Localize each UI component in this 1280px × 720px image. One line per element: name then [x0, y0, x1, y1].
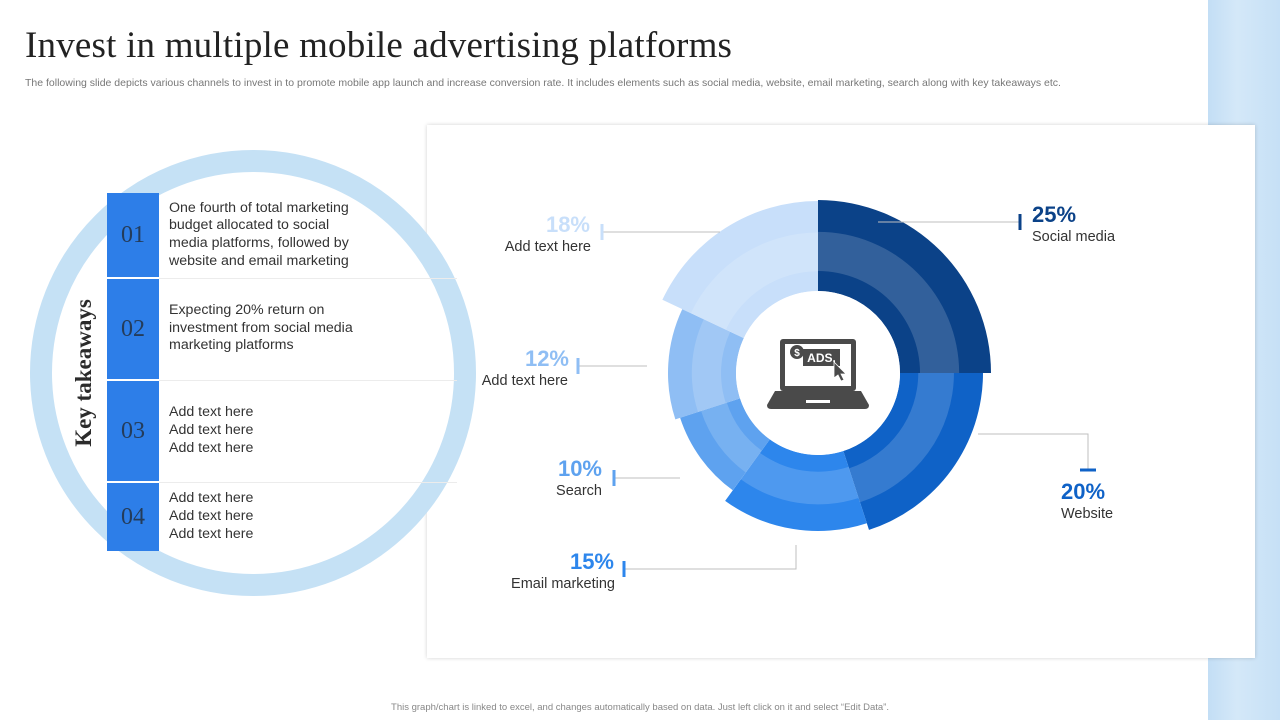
takeaway-line: Add text here [169, 525, 254, 542]
ads-text: ADS. [807, 351, 836, 365]
takeaway-line: Add text here [169, 490, 254, 507]
takeaway-text: Expecting 20% return on investment from … [169, 279, 457, 379]
takeaway-line: One fourth of total marketing [169, 199, 349, 216]
takeaway-row-4: 04 Add text here Add text here Add text … [107, 483, 457, 551]
segment-value-label: 10% [557, 456, 602, 481]
takeaway-number: 03 [107, 381, 159, 481]
segment-value-label: 15% [569, 549, 614, 574]
donut-segment-band [691, 319, 731, 412]
donut-segment [662, 201, 818, 339]
takeaway-line: Expecting 20% return on [169, 302, 325, 318]
segment-value-label: 18% [545, 212, 590, 237]
takeaway-line: media platforms, followed by [169, 235, 349, 251]
donut-segment [668, 309, 744, 420]
segment-category-label: Social media [1032, 229, 1116, 245]
takeaway-text: Add text here Add text here Add text her… [169, 483, 457, 551]
takeaway-row-2: 02 Expecting 20% return on investment fr… [107, 279, 457, 379]
segment-category-label: Add text here [481, 373, 568, 389]
takeaway-line: investment from social media [169, 319, 353, 336]
takeaway-number: 04 [107, 483, 159, 551]
row-divider [159, 380, 457, 381]
footnote: This graph/chart is linked to excel, and… [391, 702, 889, 713]
donut-segment [818, 200, 991, 373]
donut-segment-band [848, 373, 954, 503]
page-subtitle: The following slide depicts various chan… [25, 77, 1061, 89]
takeaway-line: Add text here [169, 422, 254, 439]
donut-segment-band [818, 231, 960, 373]
segment-value-label: 12% [524, 346, 569, 371]
donut-segment [725, 439, 867, 531]
takeaway-line: Add text here [169, 439, 254, 456]
donut-segment-band [740, 452, 859, 505]
row-divider [159, 278, 457, 279]
page-title: Invest in multiple mobile advertising pl… [25, 25, 733, 66]
takeaway-text: One fourth of total marketing budget all… [169, 193, 457, 277]
takeaway-row-1: 01 One fourth of total marketing budget … [107, 193, 457, 277]
svg-text:$: $ [794, 348, 800, 359]
takeaway-line: budget allocated to social [169, 217, 330, 234]
laptop-ads-icon: ADS. $ [767, 339, 869, 409]
leader-line [978, 433, 1089, 470]
segment-category-label: Website [1061, 506, 1114, 522]
takeaway-line: Add text here [169, 404, 254, 421]
takeaway-line: website and email marketing [169, 252, 349, 269]
takeaway-text: Add text here Add text here Add text her… [169, 381, 457, 481]
takeaway-line: marketing platforms [169, 337, 294, 354]
donut-segment-band [690, 232, 818, 330]
takeaway-line: Add text here [169, 508, 254, 525]
takeaway-row-3: 03 Add text here Add text here Add text … [107, 381, 457, 481]
takeaway-number: 01 [107, 193, 159, 277]
row-divider [159, 482, 457, 483]
donut-segment [843, 373, 983, 530]
segment-category-label: Search [556, 483, 602, 499]
donut-segment [680, 398, 770, 491]
segment-value-label: 25% [1032, 202, 1077, 227]
takeaway-number: 02 [107, 279, 159, 379]
segment-category-label: Email marketing [511, 576, 615, 592]
donut-segment-band [701, 402, 762, 473]
segment-value-label: 20% [1061, 479, 1106, 504]
leader-line [624, 545, 797, 570]
segment-category-label: Add text here [504, 239, 591, 255]
